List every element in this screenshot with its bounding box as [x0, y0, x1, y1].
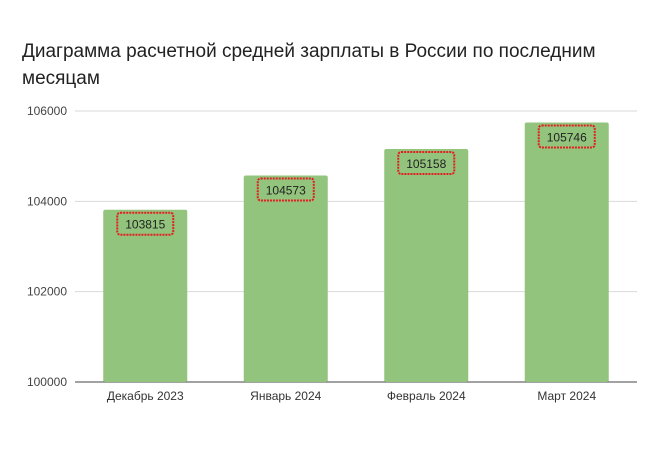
- highlight-box: [256, 177, 315, 202]
- data-label: 103815: [125, 218, 165, 232]
- highlight-box: [537, 124, 596, 149]
- chart-title: Диаграмма расчетной средней зарплаты в Р…: [22, 41, 596, 89]
- y-tick-label: 100000: [27, 375, 67, 389]
- data-label: 105746: [547, 130, 587, 144]
- x-tick-label: Январь 2024: [250, 389, 321, 403]
- bar: [384, 149, 469, 382]
- x-tick-label: Февраль 2024: [387, 389, 466, 403]
- highlight-box: [397, 151, 456, 176]
- y-tick-label: 104000: [27, 194, 67, 208]
- data-label: 104573: [266, 183, 306, 197]
- bar: [243, 175, 328, 382]
- bar: [103, 209, 188, 382]
- x-tick-label: Декабрь 2023: [107, 389, 184, 403]
- bar: [524, 122, 609, 382]
- y-tick-label: 106000: [27, 104, 67, 118]
- x-tick-label: Март 2024: [537, 389, 596, 403]
- y-tick-label: 102000: [27, 285, 67, 299]
- highlight-box: [116, 211, 175, 236]
- data-label: 105158: [406, 157, 446, 171]
